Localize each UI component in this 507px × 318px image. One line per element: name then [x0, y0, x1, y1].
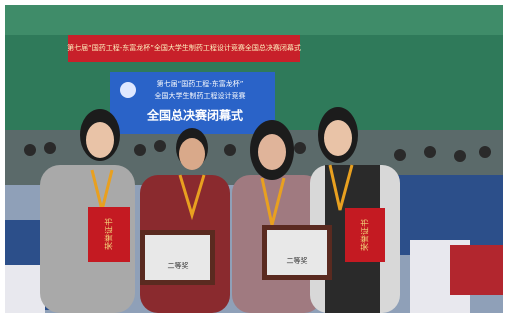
photo: 第七届“国药工程-东富龙杯”全国大学生制药工程设计竞赛全国总决赛闭幕式 第七届“… — [0, 0, 507, 318]
banner-text: 第七届“国药工程-东富龙杯”全国大学生制药工程设计竞赛全国总决赛闭幕式 — [67, 43, 301, 52]
chair — [5, 265, 45, 313]
wall-top — [5, 5, 503, 35]
red-cloth — [450, 245, 503, 295]
plaque-text: 二等奖 — [168, 261, 189, 270]
page: {"banner": {"text": "第七届“国药工程-东富龙杯”全国大学生… — [0, 0, 507, 318]
plaque-text: 二等奖 — [287, 256, 308, 265]
screen-line: 第七届“国药工程-东富龙杯” — [157, 79, 244, 88]
screen-title: 全国总决赛闭幕式 — [146, 108, 243, 123]
screen-logo — [120, 82, 136, 98]
certificate-text: 荣誉证书 — [360, 219, 370, 251]
certificate-text: 荣誉证书 — [104, 218, 114, 250]
plaque-face — [267, 230, 327, 275]
plaque-face — [145, 235, 210, 280]
screen-line: 全国大学生制药工程设计竞赛 — [155, 91, 246, 100]
